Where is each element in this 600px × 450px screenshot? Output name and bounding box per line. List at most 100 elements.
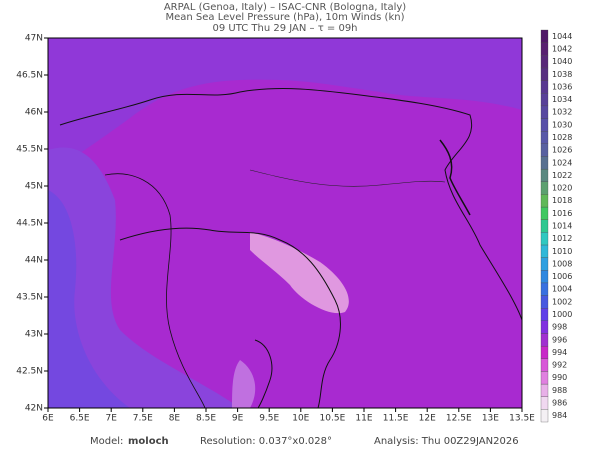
- lon-label: 9.5E: [259, 414, 279, 424]
- colorbar-swatch: [540, 93, 549, 107]
- colorbar-label: 1038: [552, 70, 572, 79]
- lon-label: 7E: [105, 414, 117, 424]
- colorbar-label: 1008: [552, 259, 572, 268]
- colorbar-swatch: [540, 219, 549, 233]
- lat-label: 45N: [25, 182, 43, 192]
- colorbar-label: 1014: [552, 222, 572, 231]
- colorbar-label: 1036: [552, 82, 572, 91]
- colorbar-swatch: [540, 383, 549, 397]
- lon-label: 6E: [42, 414, 54, 424]
- colorbar-swatch: [540, 270, 549, 284]
- colorbar-swatch: [540, 55, 549, 69]
- pressure-fill: [48, 38, 522, 175]
- colorbar-swatch: [540, 232, 549, 246]
- colorbar-label: 992: [552, 361, 567, 370]
- pressure-fill: [232, 360, 256, 408]
- colorbar-swatch: [540, 143, 549, 157]
- colorbar-swatch: [540, 371, 549, 385]
- lon-label: 13.5E: [509, 414, 535, 424]
- colorbar-label: 1020: [552, 184, 572, 193]
- pressure-fill: [48, 190, 130, 408]
- colorbar-swatch: [540, 206, 549, 220]
- colorbar-label: 1028: [552, 133, 572, 142]
- colorbar-swatch: [540, 105, 549, 119]
- lat-label: 46N: [25, 108, 43, 118]
- coastline: [254, 339, 273, 409]
- lon-label: 11E: [355, 414, 372, 424]
- colorbar-label: 988: [552, 386, 567, 395]
- colorbar-swatch: [540, 396, 549, 410]
- pressure-fill: [48, 147, 240, 408]
- colorbar-swatch: [540, 168, 549, 182]
- pressure-fill: [250, 232, 349, 314]
- map-axes: 47N 46.5N 46N 45.5N 45N 44.5N 44N 43.5N 43N 42.5N…: [16, 34, 535, 424]
- colorbar-swatch: [540, 244, 549, 258]
- footer-model-label: Model:: [90, 436, 123, 447]
- colorbar-label: 986: [552, 399, 567, 408]
- colorbar-label: 1044: [552, 32, 572, 41]
- colorbar-swatch: [540, 308, 549, 321]
- lat-label: 44N: [25, 256, 43, 266]
- border-line: [104, 173, 206, 409]
- lat-label: 46.5N: [16, 71, 43, 81]
- lon-label: 11.5E: [383, 414, 409, 424]
- colorbar-label: 1026: [552, 146, 572, 155]
- lat-label: 45.5N: [16, 145, 43, 155]
- colorbar: 984 986 988 990 992 994 996 998 1000 1002 1004 1006…: [540, 29, 572, 423]
- lon-label: 7.5E: [133, 414, 153, 424]
- footer-analysis: Analysis: Thu 00Z29JAN2026: [374, 436, 519, 447]
- colorbar-label: 1002: [552, 297, 572, 306]
- footer-resolution: Resolution: 0.037°x0.028°: [200, 436, 332, 447]
- colorbar-swatch: [540, 409, 549, 423]
- lon-label: 8E: [169, 414, 181, 424]
- lon-label: 10.5E: [320, 414, 346, 424]
- lon-label: 6.5E: [70, 414, 90, 424]
- colorbar-label: 984: [552, 411, 567, 420]
- colorbar-label: 998: [552, 323, 567, 332]
- colorbar-swatch: [540, 282, 549, 296]
- colorbar-swatch: [540, 181, 549, 195]
- lat-label: 42N: [25, 404, 43, 414]
- lat-label: 43.5N: [16, 293, 43, 303]
- header-line: Mean Sea Level Pressure (hPa), 10m Winds…: [166, 12, 405, 23]
- river: [249, 169, 446, 187]
- header-line: ARPAL (Genoa, Italy) – ISAC-CNR (Bologna…: [164, 2, 406, 13]
- colorbar-label: 1040: [552, 57, 572, 66]
- lon-label: 12.5E: [446, 414, 472, 424]
- colorbar-swatch: [540, 257, 549, 271]
- colorbar-swatch: [540, 131, 549, 144]
- colorbar-swatch: [540, 156, 549, 170]
- lon-label: 13E: [482, 414, 499, 424]
- colorbar-label: 994: [552, 348, 567, 357]
- colorbar-swatch: [540, 118, 549, 132]
- colorbar-swatch: [540, 67, 549, 81]
- colorbar-swatch: [540, 333, 549, 347]
- colorbar-label: 1042: [552, 44, 572, 53]
- coastline: [439, 139, 471, 216]
- colorbar-label: 1012: [552, 234, 572, 243]
- lat-label: 44.5N: [16, 219, 43, 229]
- colorbar-swatch: [540, 295, 549, 309]
- colorbar-label: 1032: [552, 108, 572, 117]
- colorbar-label: 1004: [552, 285, 572, 294]
- colorbar-label: 1022: [552, 171, 572, 180]
- colorbar-label: 996: [552, 335, 567, 344]
- colorbar-label: 1016: [552, 209, 572, 218]
- colorbar-label: 990: [552, 373, 567, 382]
- colorbar-swatch: [540, 194, 549, 208]
- lon-label: 8.5E: [196, 414, 216, 424]
- coastline: [119, 227, 341, 409]
- colorbar-swatch: [540, 358, 549, 372]
- lon-label: 10E: [292, 414, 309, 424]
- colorbar-label: 1030: [552, 120, 572, 129]
- colorbar-swatch: [540, 320, 549, 334]
- colorbar-swatch: [540, 29, 549, 43]
- lat-label: 47N: [25, 34, 43, 44]
- colorbar-label: 1006: [552, 272, 572, 281]
- colorbar-label: 1018: [552, 196, 572, 205]
- lon-label: 9E: [232, 414, 244, 424]
- colorbar-swatch: [540, 42, 549, 56]
- colorbar-label: 1010: [552, 247, 572, 256]
- colorbar-label: 1034: [552, 95, 572, 104]
